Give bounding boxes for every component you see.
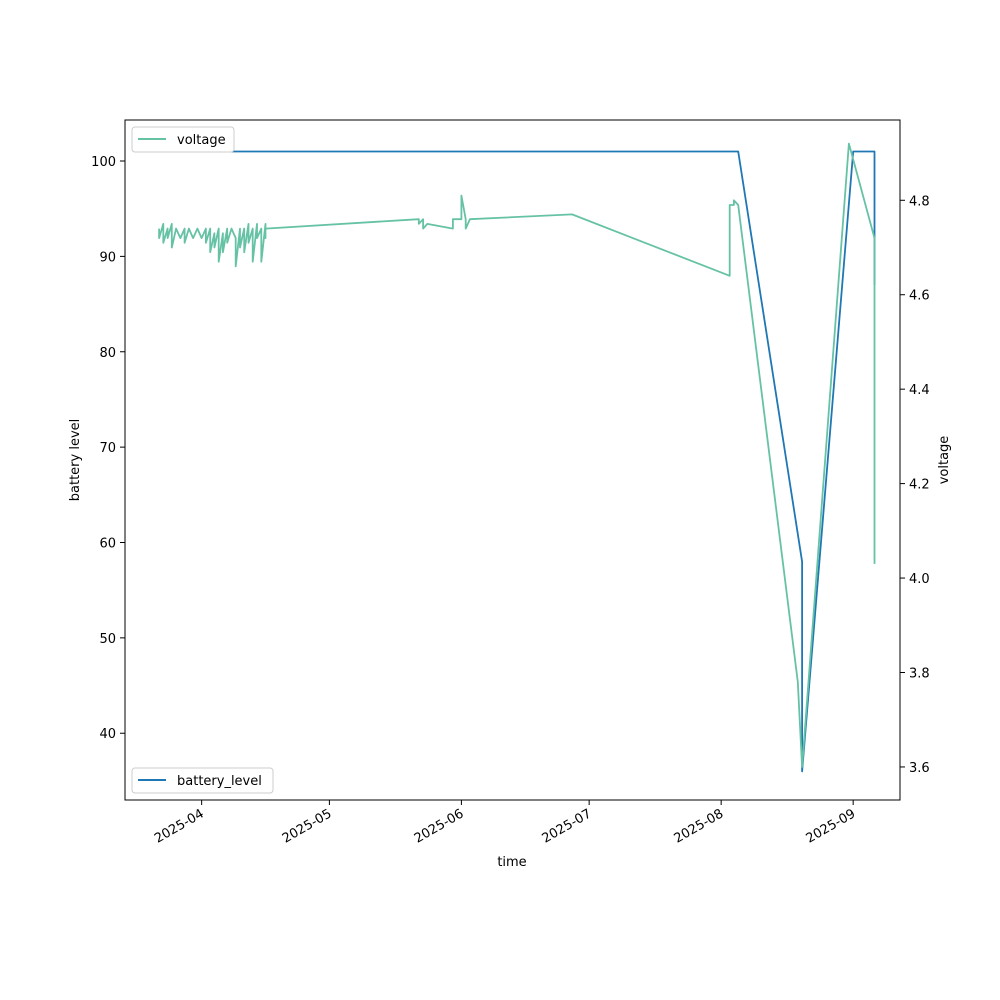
y-left-tick-label: 60 [99,536,116,551]
y-right-tick-label: 4.4 [909,383,930,398]
series-line-battery-level [159,150,876,773]
y-right-tick-label: 4.6 [909,289,930,304]
legend-voltage-label: voltage [177,133,226,148]
y-axis-left-label: battery level [68,419,83,502]
y-right-tick-label: 3.6 [909,761,930,776]
y-right-tick-label: 4.8 [909,194,930,209]
y-right-tick-label: 3.8 [909,667,930,682]
y-left-tick-label: 100 [91,155,116,170]
y-left-tick-label: 90 [99,250,116,265]
y-left-tick-label: 80 [99,346,116,361]
legend-battery-level: battery_level [131,767,274,794]
legend-battery-level-box [131,767,274,794]
x-axis-label: time [497,855,526,870]
y-right-tick-label: 4.0 [909,572,930,587]
legend-battery-level-label: battery_level [177,774,262,789]
y-axis-right-label: voltage [937,436,952,485]
y-right-tick-label: 4.2 [909,478,930,493]
series-line-voltage [158,142,876,768]
legend-voltage: voltage [131,126,235,153]
plot-lines [158,142,876,773]
y-left-tick-label: 70 [99,441,116,456]
y-left-tick-label: 50 [99,632,116,647]
plot-frame [124,119,901,801]
legend-voltage-box [131,126,235,153]
y-left-tick-label: 40 [99,727,116,742]
